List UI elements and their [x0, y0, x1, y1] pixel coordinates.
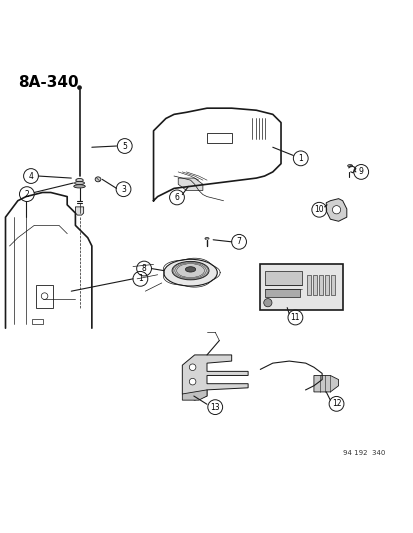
Polygon shape	[178, 178, 202, 190]
Bar	[324, 274, 328, 295]
Text: 1: 1	[298, 154, 302, 163]
Bar	[36, 285, 53, 308]
Text: 12: 12	[331, 399, 340, 408]
Text: 9: 9	[358, 167, 363, 176]
Ellipse shape	[74, 184, 85, 188]
Polygon shape	[75, 207, 83, 215]
Circle shape	[263, 298, 271, 307]
Text: 2: 2	[24, 190, 29, 199]
Bar	[312, 274, 316, 295]
Text: 10: 10	[314, 205, 323, 214]
Ellipse shape	[76, 179, 83, 182]
Polygon shape	[325, 199, 346, 221]
Circle shape	[189, 364, 195, 370]
Circle shape	[78, 86, 81, 89]
Polygon shape	[182, 390, 206, 400]
Text: 8: 8	[141, 264, 146, 273]
Bar	[306, 274, 310, 295]
Text: 6: 6	[174, 193, 179, 202]
Polygon shape	[313, 375, 338, 392]
Text: 8A-340: 8A-340	[18, 75, 78, 90]
Ellipse shape	[185, 266, 195, 272]
Text: 94 192  340: 94 192 340	[342, 450, 384, 456]
Bar	[264, 271, 301, 285]
Text: 4: 4	[28, 172, 33, 181]
Ellipse shape	[172, 261, 209, 280]
Text: 3: 3	[121, 185, 126, 193]
Text: 5: 5	[122, 142, 127, 150]
Ellipse shape	[95, 177, 101, 182]
Bar	[260, 264, 342, 310]
Circle shape	[189, 378, 195, 385]
Text: 7: 7	[236, 237, 241, 246]
Ellipse shape	[164, 259, 217, 286]
Bar	[330, 274, 335, 295]
Bar	[32, 319, 43, 324]
Text: 11: 11	[290, 313, 299, 322]
Ellipse shape	[347, 165, 352, 167]
Ellipse shape	[204, 238, 209, 239]
Bar	[318, 274, 322, 295]
Polygon shape	[182, 355, 247, 400]
Bar	[265, 289, 299, 297]
Text: 1: 1	[138, 274, 142, 284]
Ellipse shape	[74, 181, 84, 184]
Text: 13: 13	[210, 402, 219, 411]
Bar	[206, 133, 231, 143]
Circle shape	[332, 206, 340, 214]
